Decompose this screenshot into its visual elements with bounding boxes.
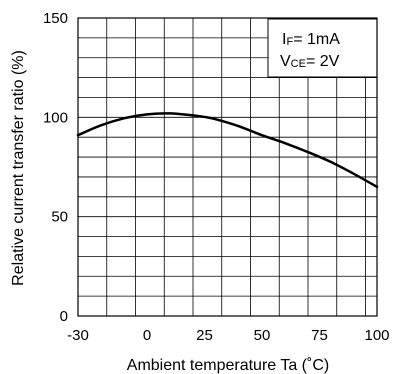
x-tick-label: -30 (67, 327, 89, 344)
x-tick-label: 50 (254, 327, 271, 344)
annotation-line-1: IF= 1mA (282, 31, 340, 48)
tick-labels: -30 0 25 50 75 100 0 50 100 150 (43, 10, 390, 344)
x-tick-label: 100 (364, 327, 389, 344)
plot-frame (77, 17, 378, 317)
y-tick-label: 0 (60, 308, 68, 325)
series-line (76, 112, 379, 189)
x-tick-label: 75 (311, 327, 328, 344)
y-axis-label: Relative current transfer ratio (%) (10, 50, 27, 286)
y-tick-label: 100 (43, 109, 68, 126)
y-tick-label: 50 (51, 209, 68, 226)
x-axis-label: Ambient temperature Ta (˚C) (127, 357, 329, 374)
annotation-line-2: VCE= 2V (280, 53, 340, 70)
annotation-box (267, 18, 378, 78)
x-tick-label: 25 (196, 327, 213, 344)
y-tick-label: 150 (43, 10, 68, 27)
x-tick-label: 0 (143, 327, 151, 344)
